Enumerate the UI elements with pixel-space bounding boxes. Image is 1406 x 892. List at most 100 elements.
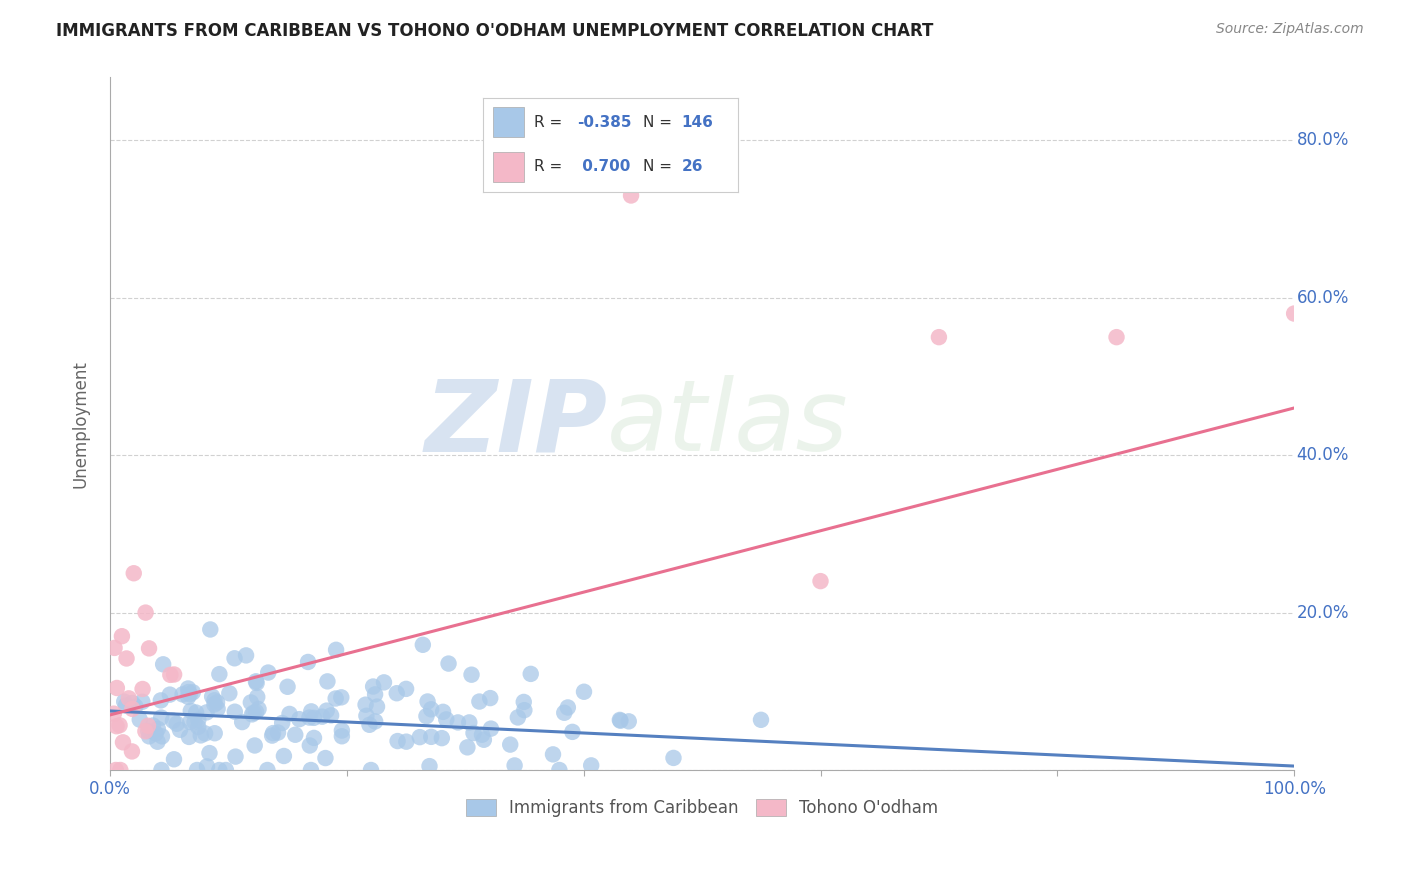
Point <box>195 706 218 720</box>
Point <box>609 714 631 728</box>
Point <box>609 713 631 727</box>
Point <box>218 686 240 700</box>
Text: 20.0%: 20.0% <box>1296 604 1348 622</box>
Point <box>163 667 186 681</box>
Point <box>330 723 353 738</box>
Point <box>201 690 224 704</box>
Point <box>207 702 229 716</box>
Point <box>257 665 280 680</box>
Point <box>418 759 440 773</box>
Point <box>242 706 264 720</box>
Point <box>316 674 339 689</box>
Point <box>150 763 173 777</box>
Text: Source: ZipAtlas.com: Source: ZipAtlas.com <box>1216 22 1364 37</box>
Point <box>299 763 322 777</box>
Point <box>183 714 205 729</box>
Point <box>271 716 294 731</box>
Point <box>105 681 128 695</box>
Point <box>561 724 583 739</box>
Point <box>152 657 174 672</box>
Point <box>247 702 270 716</box>
Text: atlas: atlas <box>607 376 849 472</box>
Point <box>177 730 200 744</box>
Point <box>810 574 832 588</box>
Point <box>273 749 295 764</box>
Point <box>150 730 173 744</box>
Point <box>202 698 225 712</box>
Point <box>385 686 408 700</box>
Point <box>395 681 418 696</box>
Point <box>513 703 536 717</box>
Point <box>1282 307 1305 321</box>
Point <box>302 731 325 745</box>
Point <box>186 763 208 777</box>
Point <box>262 729 284 743</box>
Point <box>166 716 188 731</box>
Point <box>131 695 153 709</box>
Point <box>288 712 311 726</box>
Point <box>361 680 384 694</box>
Point <box>128 713 150 727</box>
Y-axis label: Unemployment: Unemployment <box>72 359 89 488</box>
Point <box>354 698 377 712</box>
Point <box>245 705 267 719</box>
Point <box>541 747 564 762</box>
Point <box>194 726 217 740</box>
Point <box>205 695 228 709</box>
Point <box>519 666 541 681</box>
Point <box>360 763 382 777</box>
Point <box>134 724 156 739</box>
Point <box>356 708 378 723</box>
Point <box>246 690 269 704</box>
Point <box>928 330 950 344</box>
Point <box>235 648 257 663</box>
Point <box>553 706 575 720</box>
Point <box>177 685 200 699</box>
Point <box>430 731 453 746</box>
Point <box>513 695 536 709</box>
Point <box>187 720 209 734</box>
Point <box>359 718 381 732</box>
Point <box>121 702 143 716</box>
Point <box>159 668 181 682</box>
Point <box>145 726 167 740</box>
Point <box>319 708 342 723</box>
Point <box>277 680 299 694</box>
Point <box>181 685 204 699</box>
Point <box>325 691 347 706</box>
Point <box>208 667 231 681</box>
Point <box>434 712 457 726</box>
Point <box>124 699 146 714</box>
Point <box>243 739 266 753</box>
Point <box>330 690 353 705</box>
Point <box>297 655 319 669</box>
Point <box>330 729 353 743</box>
Point <box>432 705 454 719</box>
Point <box>373 675 395 690</box>
Point <box>111 735 134 749</box>
Point <box>364 687 387 701</box>
Point <box>231 715 253 730</box>
Point <box>195 759 218 773</box>
Point <box>506 710 529 724</box>
Point <box>620 188 643 202</box>
Point <box>240 707 263 722</box>
Point <box>135 606 157 620</box>
Point <box>150 710 173 724</box>
Point <box>460 667 482 681</box>
Point <box>198 746 221 760</box>
Point <box>146 722 169 736</box>
Text: 80.0%: 80.0% <box>1296 131 1348 149</box>
Point <box>278 706 301 721</box>
Point <box>246 676 269 690</box>
Point <box>105 719 128 733</box>
Point <box>224 651 246 665</box>
Point <box>572 685 595 699</box>
Point <box>437 657 460 671</box>
Point <box>456 740 478 755</box>
Point <box>208 763 231 777</box>
Point <box>503 758 526 772</box>
Point <box>1105 330 1128 344</box>
Point <box>104 763 127 777</box>
Point <box>112 695 135 709</box>
